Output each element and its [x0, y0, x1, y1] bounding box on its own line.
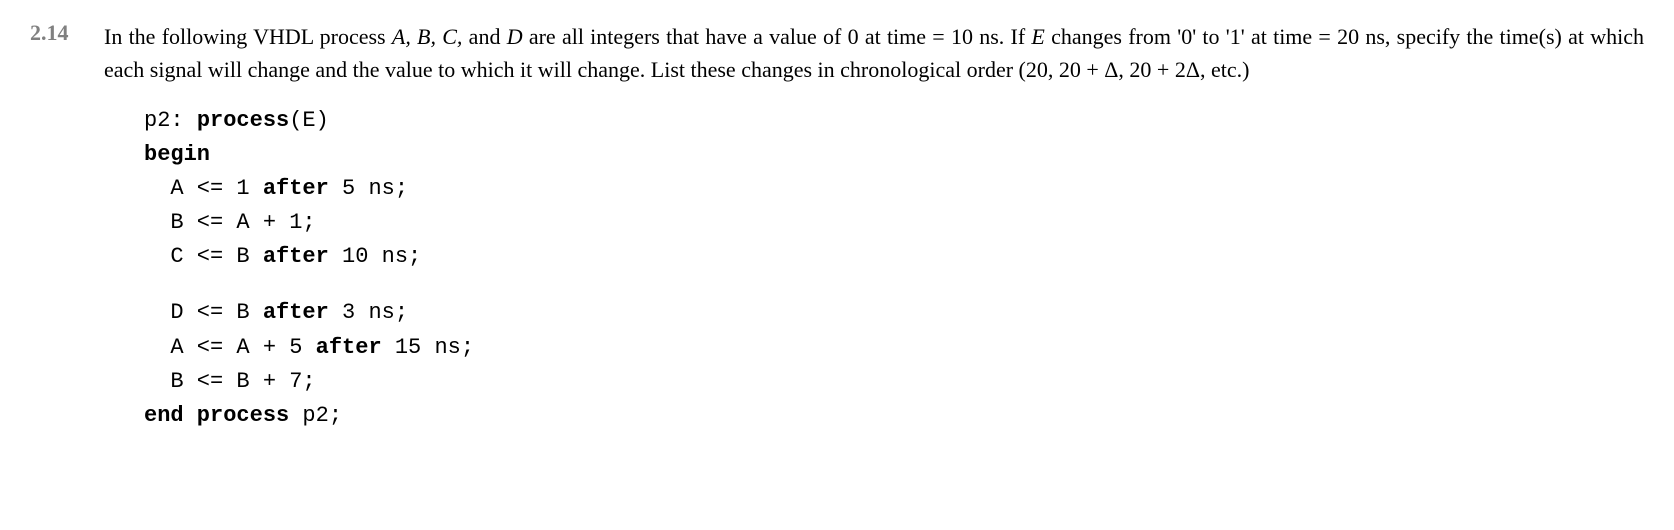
code-text: (E) — [289, 108, 329, 133]
code-text: 5 ns; — [329, 176, 408, 201]
code-line-4: B <= A + 1; — [144, 206, 1644, 240]
code-text: 3 ns; — [329, 300, 408, 325]
code-text: p2; — [289, 403, 342, 428]
code-line-2: begin — [144, 138, 1644, 172]
code-line-7: A <= A + 5 after 15 ns; — [144, 331, 1644, 365]
variable-d: D — [507, 24, 523, 49]
variables-abc: A, B, C, — [392, 24, 463, 49]
problem-statement: In the following VHDL process A, B, C, a… — [104, 20, 1644, 86]
code-line-9: end process p2; — [144, 399, 1644, 433]
code-text: B <= A + 1; — [144, 210, 316, 235]
text-part-2: and — [462, 24, 506, 49]
keyword-begin: begin — [144, 142, 210, 167]
code-line-1: p2: process(E) — [144, 104, 1644, 138]
code-text: 10 ns; — [329, 244, 421, 269]
keyword-after: after — [263, 176, 329, 201]
code-text: A <= 1 — [144, 176, 263, 201]
keyword-process: process — [197, 108, 289, 133]
text-part-3: are all integers that have a value of 0 … — [523, 24, 1032, 49]
code-spacer — [144, 274, 1644, 296]
text-part-1: In the following VHDL process — [104, 24, 392, 49]
keyword-after: after — [263, 300, 329, 325]
code-text: C <= B — [144, 244, 263, 269]
code-line-3: A <= 1 after 5 ns; — [144, 172, 1644, 206]
keyword-end-process: end process — [144, 403, 289, 428]
code-text: 15 ns; — [382, 335, 474, 360]
code-block: p2: process(E) begin A <= 1 after 5 ns; … — [144, 104, 1644, 433]
code-line-6: D <= B after 3 ns; — [144, 296, 1644, 330]
code-text: B <= B + 7; — [144, 369, 316, 394]
code-text: p2: — [144, 108, 197, 133]
code-line-8: B <= B + 7; — [144, 365, 1644, 399]
keyword-after: after — [263, 244, 329, 269]
variable-e: E — [1031, 24, 1044, 49]
code-text: A <= A + 5 — [144, 335, 316, 360]
problem-container: 2.14 In the following VHDL process A, B,… — [30, 20, 1644, 433]
code-line-5: C <= B after 10 ns; — [144, 240, 1644, 274]
problem-number: 2.14 — [30, 20, 80, 46]
problem-content: In the following VHDL process A, B, C, a… — [104, 20, 1644, 433]
keyword-after: after — [316, 335, 382, 360]
code-text: D <= B — [144, 300, 263, 325]
